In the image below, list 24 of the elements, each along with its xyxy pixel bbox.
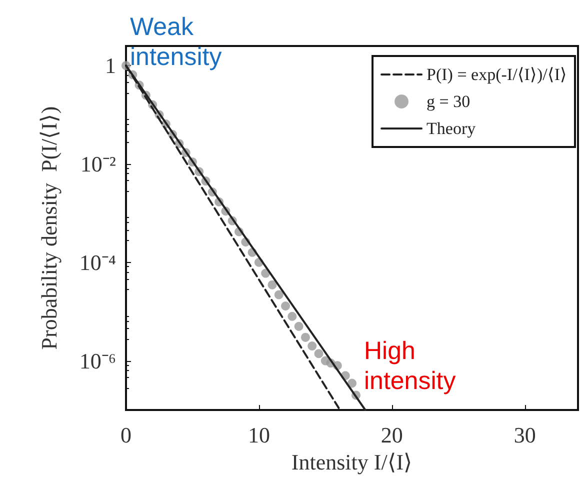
point: [268, 280, 277, 290]
annotation: High intensity: [364, 337, 456, 395]
legend-label: Theory: [426, 119, 476, 138]
point: [308, 341, 317, 350]
point: [348, 378, 356, 388]
annotation: Weak intensity: [130, 13, 222, 71]
point: [281, 301, 290, 310]
legend-label: P(I) = exp(-I/⟨I⟩)/⟨I⟩: [426, 65, 567, 84]
x-axis-title: Intensity I/⟨I⟩: [291, 449, 413, 474]
point: [288, 312, 297, 321]
y-tick-label: 10⁻⁴: [79, 250, 116, 275]
x-tick-label: 20: [380, 422, 403, 448]
point: [300, 332, 310, 342]
point: [294, 322, 304, 331]
y-axis-title: Probability density P(I/⟨I⟩): [36, 106, 62, 350]
y-tick-label: 10⁻⁶: [79, 348, 116, 374]
x-tick-label: 10: [248, 422, 270, 448]
y-tick-label: 10⁻²: [80, 151, 116, 176]
x-tick-label: 30: [514, 422, 536, 448]
point: [314, 349, 324, 358]
x-tick-label: 0: [120, 422, 132, 448]
y-tick-label: 1: [105, 53, 116, 78]
legend-label: g = 30: [426, 92, 470, 111]
point: [274, 290, 284, 300]
